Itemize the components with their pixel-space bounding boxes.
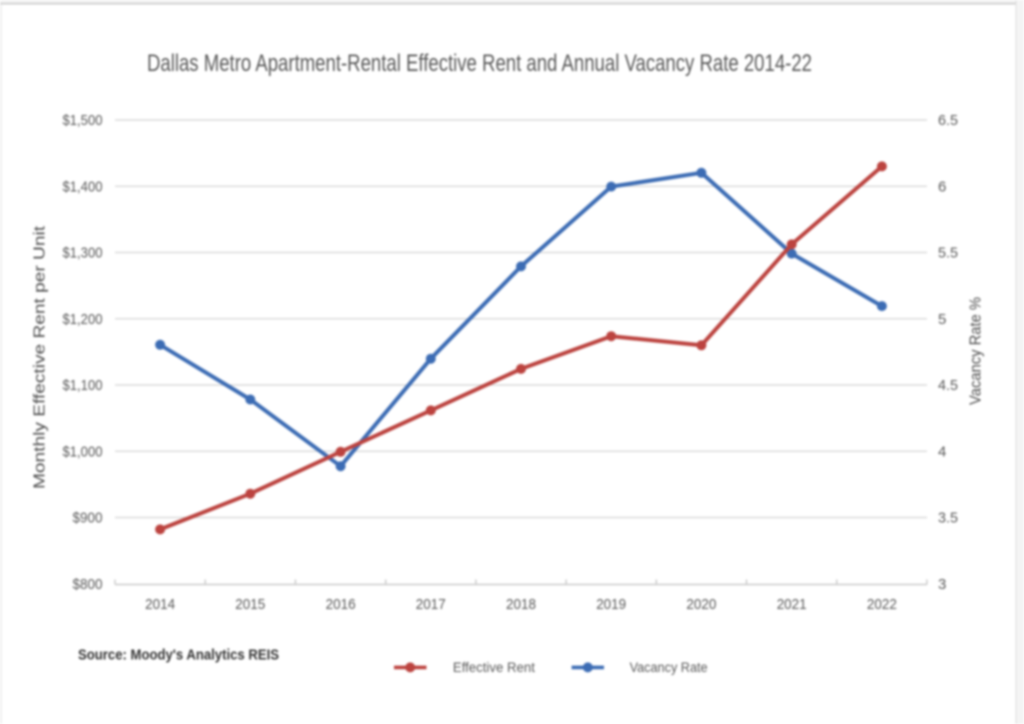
svg-text:Effective Rent: Effective Rent bbox=[453, 660, 535, 675]
svg-text:2015: 2015 bbox=[235, 596, 265, 613]
svg-text:Vacancy Rate: Vacancy Rate bbox=[630, 660, 708, 675]
svg-text:$1,500: $1,500 bbox=[63, 112, 103, 129]
svg-text:6.5: 6.5 bbox=[938, 112, 958, 129]
svg-text:Dallas Metro Apartment-Rental: Dallas Metro Apartment-Rental Effective … bbox=[147, 50, 812, 77]
svg-text:3: 3 bbox=[938, 576, 946, 593]
svg-text:Vacancy Rate %: Vacancy Rate % bbox=[968, 297, 985, 405]
svg-text:2021: 2021 bbox=[777, 596, 807, 613]
svg-text:2017: 2017 bbox=[416, 596, 446, 613]
svg-text:4: 4 bbox=[938, 443, 946, 460]
svg-text:2018: 2018 bbox=[506, 596, 536, 613]
svg-text:2019: 2019 bbox=[596, 596, 626, 613]
svg-text:5.5: 5.5 bbox=[938, 245, 958, 262]
svg-text:6: 6 bbox=[938, 178, 946, 195]
svg-text:$800: $800 bbox=[73, 576, 103, 593]
svg-text:Monthly Effective Rent per Uni: Monthly Effective Rent per Unit bbox=[32, 225, 49, 489]
svg-text:Source: Moody's Analytics REIS: Source: Moody's Analytics REIS bbox=[78, 647, 279, 664]
svg-text:$1,000: $1,000 bbox=[63, 443, 103, 460]
svg-text:$1,400: $1,400 bbox=[63, 178, 103, 195]
svg-text:$1,200: $1,200 bbox=[63, 311, 103, 328]
svg-text:2016: 2016 bbox=[326, 596, 356, 613]
svg-text:$1,300: $1,300 bbox=[63, 245, 103, 262]
svg-text:2022: 2022 bbox=[867, 596, 897, 613]
svg-text:$900: $900 bbox=[73, 510, 103, 527]
svg-text:$1,100: $1,100 bbox=[63, 377, 103, 394]
svg-text:5: 5 bbox=[938, 311, 946, 328]
svg-text:2014: 2014 bbox=[145, 596, 175, 613]
svg-text:2020: 2020 bbox=[686, 596, 716, 613]
svg-text:4.5: 4.5 bbox=[938, 377, 958, 394]
svg-text:3.5: 3.5 bbox=[938, 510, 958, 527]
